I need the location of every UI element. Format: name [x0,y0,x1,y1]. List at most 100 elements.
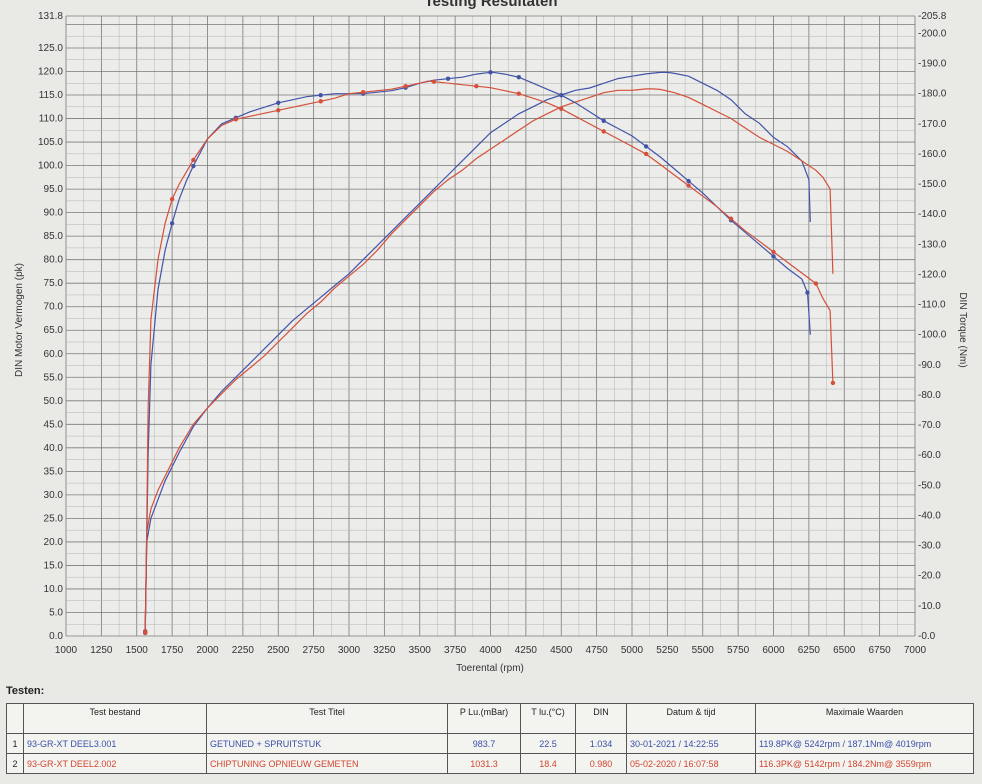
y-right-tick-label: -50.0 [918,480,941,491]
data-point [169,221,175,226]
col-datum: Datum & tijd [626,703,756,734]
x-tick-label: 1250 [90,645,113,656]
x-tick-label: 3000 [338,645,361,656]
series-line-power [144,88,834,632]
data-point [686,183,691,188]
row-pressure: 983.7 [447,733,521,754]
tests-table: Test bestand Test Titel P Lu.(mBar) T lu… [6,703,974,774]
series-line-power [144,71,811,632]
x-tick-label: 2250 [232,645,255,656]
data-point [771,249,776,255]
x-tick-label: 1750 [161,645,184,656]
data-point [601,118,606,124]
row-temperature: 22.5 [520,733,576,754]
data-point [191,163,196,169]
col-din: DIN [575,703,627,734]
data-point [516,74,521,80]
y-left-tick-label: 80.0 [44,255,64,266]
y-left-tick-label: 35.0 [44,466,64,477]
y-left-tick-label: 45.0 [44,419,64,430]
y-right-tick-label: -150.0 [918,179,947,190]
x-tick-label: 4250 [515,645,538,656]
y-right-tick-label: -120.0 [918,269,947,280]
y-left-tick-label: 40.0 [44,443,64,454]
y-left-tick-label: 110.0 [39,114,64,125]
y-left-tick-label: 90.0 [44,208,64,219]
data-point [191,157,196,163]
y-left-tick-label: 25.0 [44,513,64,524]
y-right-tick-label: -30.0 [918,541,941,552]
y-left-axis-title: DIN Motor Vermogen (pk) [14,263,25,377]
y-left-tick-label: 85.0 [44,231,64,242]
x-tick-label: 4500 [550,645,573,656]
x-tick-label: 5250 [656,645,679,656]
data-point [643,151,649,157]
row-title: CHIPTUNING OPNIEUW GEMETEN [206,753,448,774]
x-tick-label: 1000 [55,645,78,656]
y-right-tick-label: -130.0 [918,239,947,250]
y-right-tick-label: -40.0 [918,510,941,521]
y-right-top-label: -205.8 [918,11,947,22]
row-date: 05-02-2020 / 16:07:58 [626,753,756,774]
col-test-bestand: Test bestand [23,703,207,734]
y-left-tick-label: 10.0 [44,584,64,595]
x-tick-label: 3500 [409,645,432,656]
x-tick-label: 4000 [479,645,502,656]
y-left-tick-label: 95.0 [44,184,64,195]
data-point [559,106,564,111]
x-tick-label: 6750 [869,645,892,656]
y-right-tick-label: -20.0 [918,571,941,582]
x-tick-label: 4750 [586,645,609,656]
x-tick-label: 2750 [303,645,326,656]
y-left-tick-label: 125.0 [38,43,63,54]
data-point [516,91,521,96]
tests-header-row: Test bestand Test Titel P Lu.(mBar) T lu… [6,703,974,734]
y-left-tick-label: 5.0 [49,607,63,618]
y-right-tick-label: -70.0 [918,420,941,431]
data-point [813,281,819,286]
y-right-tick-label: -190.0 [918,59,947,70]
dyno-chart: Testing Resultaten 1000 1250 1500 1750 2000 2… [14,0,968,674]
x-tick-label: 6000 [762,645,785,656]
col-t-lu: T lu.(°C) [520,703,576,734]
y-right-tick-label: -110.0 [918,300,946,311]
y-left-tick-label: 0.0 [49,631,63,642]
col-max: Maximale Waarden [755,703,974,734]
x-tick-label: 5750 [727,645,750,656]
y-right-tick-label: -80.0 [918,390,941,401]
data-point [431,79,437,84]
y-right-tick-label: -60.0 [918,450,941,461]
data-point [318,99,323,104]
y-right-tick-label: -170.0 [918,119,947,130]
y-left-tick-label: 15.0 [44,560,64,571]
row-title: GETUNED + SPRUITSTUK [206,733,448,754]
data-point [686,178,691,184]
x-tick-label: 6250 [798,645,821,656]
y-left-tick-label: 115.0 [39,90,64,101]
y-right-tick-label: -180.0 [918,89,947,100]
col-test-titel: Test Titel [206,703,448,734]
x-tick-label: 3750 [444,645,467,656]
y-right-tick-label: -200.0 [918,28,947,39]
row-file: 93-GR-XT DEEL2.002 [23,753,207,774]
x-tick-label: 5000 [621,645,644,656]
y-left-tick-label: 70.0 [44,302,64,313]
tests-heading: Testen: [6,685,45,697]
series-line-torque [144,71,811,634]
y-right-tick-label: -10.0 [918,601,941,612]
y-right-tick-label: -100.0 [918,330,947,341]
data-point [445,76,451,81]
data-point [403,83,408,89]
x-tick-label: 3250 [373,645,396,656]
col-p-lu: P Lu.(mBar) [447,703,521,734]
grid [65,15,916,637]
data-point [488,70,493,75]
col-index [6,703,24,734]
y-left-tick-label: 60.0 [44,349,64,360]
y-left-tick-label: 100.0 [38,161,63,172]
table-row[interactable]: 2 93-GR-XT DEEL2.002 CHIPTUNING OPNIEUW … [6,753,974,774]
data-point [728,216,734,221]
y-left-top-label: 131.8 [38,11,63,22]
table-row[interactable]: 1 93-GR-XT DEEL3.001 GETUNED + SPRUITSTU… [6,733,974,754]
y-right-tick-label: -0.0 [918,631,936,642]
